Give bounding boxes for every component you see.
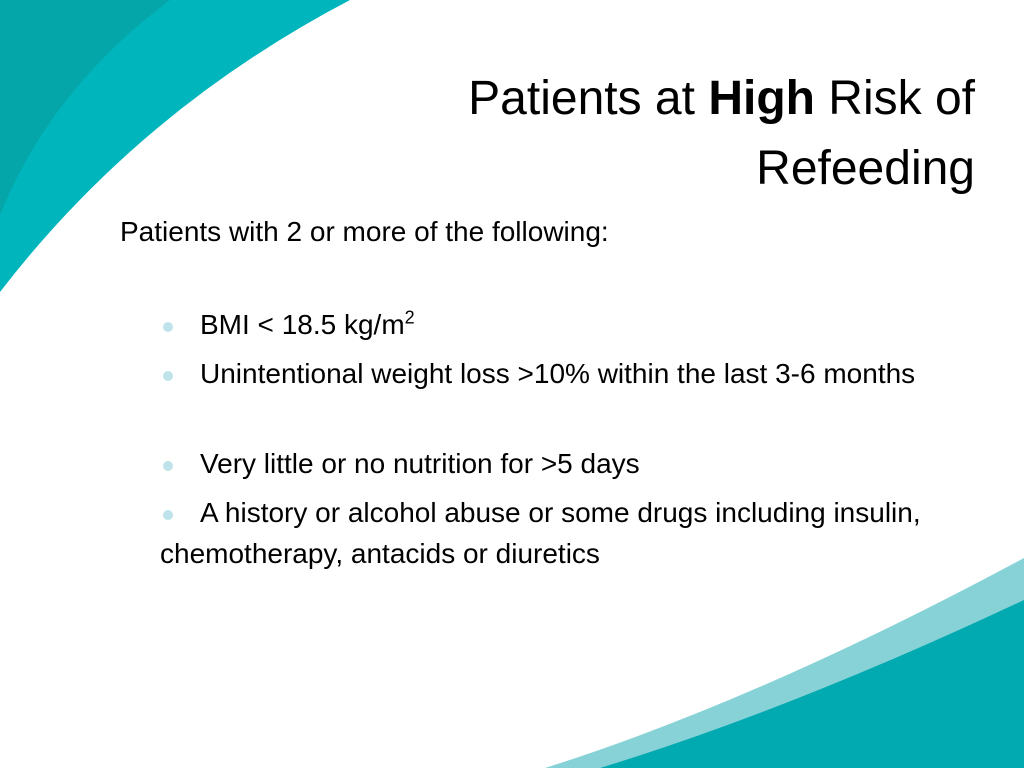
bullet-text: BMI < 18.5 kg/m: [200, 309, 405, 340]
title-text: Patients at: [468, 72, 695, 125]
superscript: 2: [404, 307, 415, 328]
bullet-text: Unintentional weight loss >10% within th…: [200, 358, 916, 389]
bullet-text: Very little or no nutrition for >5 days: [200, 448, 640, 479]
bullet-dot: [163, 510, 173, 520]
title-bold: High: [708, 72, 815, 125]
bullet-dot: [163, 461, 173, 471]
intro-text: Patients with 2 or more of the following…: [120, 216, 609, 247]
bullet-text: A history or alcohol abuse or some drugs…: [160, 497, 921, 569]
bullet-item: A history or alcohol abuse or some drugs…: [160, 492, 970, 574]
corner-shape: [0, 0, 170, 215]
title-text: Risk of: [828, 72, 975, 125]
bullet-item: Unintentional weight loss >10% within th…: [160, 353, 970, 394]
slide-title: Patients at High Risk of Refeeding: [275, 64, 975, 204]
bullet-dot: [163, 371, 173, 381]
corner-shape: [600, 600, 1024, 768]
bullet-item: Very little or no nutrition for >5 days: [160, 443, 970, 484]
bullet-dot: [163, 322, 173, 332]
title-text: Refeeding: [756, 142, 975, 195]
bullet-item: BMI < 18.5 kg/m2: [160, 304, 970, 345]
